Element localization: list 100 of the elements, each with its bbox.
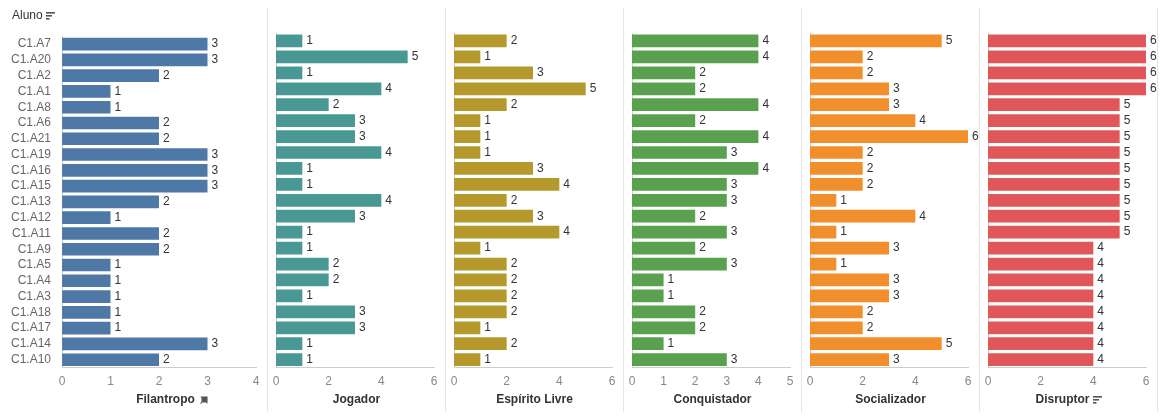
data-label: 3 [730,224,738,239]
data-label: 2 [699,240,707,255]
x-tick-label: 1 [660,374,668,389]
bar [988,130,1120,143]
bar [810,337,942,351]
bar [454,98,507,112]
data-label: 5 [945,33,953,48]
bar [988,177,1120,191]
bar [632,193,727,207]
y-tick-label: C1.A19 [10,146,52,161]
data-label: 1 [114,273,122,288]
data-label: 3 [211,36,219,51]
bar [454,321,481,335]
y-tick-label: C1.A12 [10,209,52,224]
bar [988,337,1094,351]
bar [810,241,889,255]
y-tick-label: C1.A1 [17,83,52,98]
x-tick-label: 2 [503,374,511,389]
x-tick-label: 6 [608,374,616,389]
bar [988,193,1120,207]
x-tick-label: 0 [806,374,814,389]
bar [632,337,664,351]
data-label: 1 [306,240,314,255]
data-label: 4 [1097,288,1105,303]
data-label: 3 [537,208,544,223]
data-label: 1 [484,240,492,255]
bar [810,209,916,223]
bar [62,258,111,272]
x-tick-label: 6 [964,374,972,389]
bar [632,114,696,128]
y-tick-label: C1.A17 [10,320,52,335]
data-label: 2 [510,336,518,351]
bar [988,241,1094,255]
data-label: 3 [730,351,738,366]
bar [810,305,863,319]
data-label: 3 [893,272,900,287]
y-tick-label: C1.A21 [10,131,52,146]
bar [810,114,916,128]
data-label: 2 [699,112,707,127]
data-label: 2 [866,160,874,175]
data-label: 2 [163,131,171,146]
data-label: 4 [1097,272,1105,287]
bar [276,34,303,48]
y-tick-label: C1.A2 [17,67,52,82]
data-label: 2 [699,320,707,335]
bar [276,177,303,191]
bar [454,305,507,319]
data-label: 1 [667,288,675,303]
bar [454,273,507,287]
bar [276,162,303,175]
bar [632,209,696,223]
bar [810,162,863,175]
bar [632,177,727,191]
data-label: 2 [332,97,340,112]
x-tick-label: 6 [430,374,438,389]
bar [454,337,507,351]
data-label: 3 [211,162,219,177]
bar [454,177,560,191]
bar [276,257,329,271]
x-tick-label: 1 [107,374,115,389]
data-label: 3 [211,178,219,193]
bar [988,257,1094,271]
x-tick-label: 6 [1142,374,1150,389]
data-label: 4 [385,81,393,96]
data-label: 1 [114,257,122,272]
data-label: 3 [211,52,219,67]
bar [810,225,837,239]
x-tick-label: 2 [1037,374,1045,389]
data-label: 1 [306,176,314,191]
data-label: 4 [1097,351,1105,366]
data-label: 3 [893,81,900,96]
data-label: 2 [163,241,171,256]
data-label: 4 [1097,320,1105,335]
data-label: 5 [1123,112,1131,127]
y-tick-label: C1.A8 [17,99,52,114]
bar [988,353,1094,367]
bar [988,114,1120,128]
data-label: 2 [163,67,171,82]
x-tick-label: 2 [325,374,333,389]
data-label: 2 [866,320,874,335]
data-label: 1 [306,160,314,175]
y-tick-label: C1.A6 [17,115,52,130]
x-tick-label: 2 [155,374,163,389]
bar [276,321,355,335]
bar [988,273,1094,287]
bar [810,130,968,143]
data-label: 5 [945,336,953,351]
bar [988,98,1120,112]
bar [632,321,696,335]
y-tick-label: C1.A10 [10,352,52,367]
data-label: 1 [667,272,675,287]
bar [454,193,507,207]
bar [276,289,303,303]
y-tick-label: C1.A20 [10,52,52,67]
data-label: 3 [893,240,900,255]
bar [632,146,727,159]
data-label: 1 [306,351,314,366]
data-label: 5 [1123,192,1131,207]
data-label: 4 [919,208,927,223]
data-label: 1 [484,320,492,335]
